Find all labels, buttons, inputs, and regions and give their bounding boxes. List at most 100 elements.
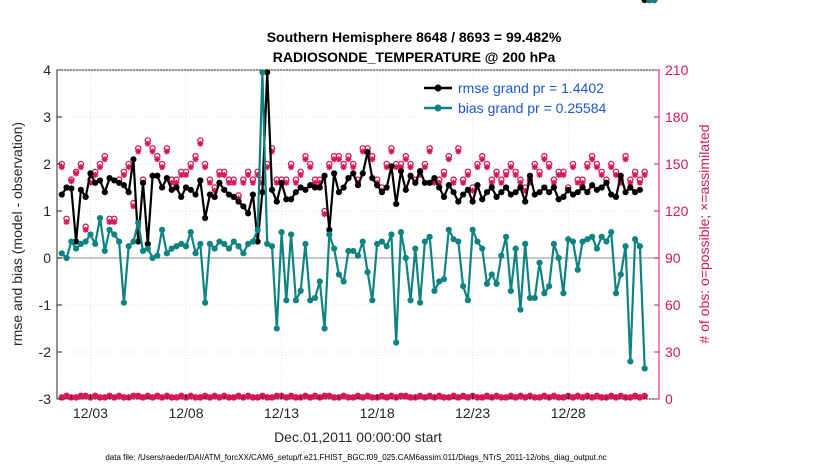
obs-assimilated-marker [503,171,510,178]
rmse-point [202,214,209,222]
bias-point [388,231,395,238]
obs-assimilated-marker [312,179,318,186]
obs-assimilated-marker [68,178,75,185]
bias-point [307,297,314,304]
bias-point [230,238,237,245]
obs-assimilated-marker [474,164,481,171]
rmse-point [612,193,620,200]
obs-assimilated-marker [359,148,366,155]
obs-assimilated-marker [426,148,433,155]
rmse-point [469,198,476,205]
obs-assimilated-marker [302,156,309,163]
obs-assimilated-marker [235,195,242,202]
rmse-point [135,238,142,245]
bias-point [288,231,295,238]
bias-point [632,236,639,243]
rmse-point [211,193,218,200]
bias-point [417,299,424,306]
rmse-point [182,184,190,191]
obs-assimilated-marker [316,179,323,186]
bias-point [144,245,151,252]
bias-point [273,325,280,332]
bias-point [460,283,467,290]
bias-point [440,276,448,283]
rmse-point [206,191,213,198]
bias-point [498,252,505,259]
rmse-point [321,172,328,179]
bias-point [159,226,166,233]
bias-point [641,365,648,372]
obs-assimilated-marker [493,392,500,399]
obs-assimilated-marker [641,392,648,399]
obs-assimilated-marker [120,171,127,178]
rmse-point [354,182,362,189]
obs-assimilated-marker [216,171,223,178]
legend-box [418,78,642,118]
rmse-point [555,196,562,203]
rmse-point [120,182,127,189]
bias-point [211,245,218,252]
bias-point [87,231,94,238]
bias-point [450,236,457,243]
bias-point [297,287,304,294]
bias-point [340,278,347,285]
rmse-point [569,191,577,198]
obs-assimilated-marker [488,179,495,186]
rmse-point [436,184,443,191]
obs-assimilated-marker [574,179,581,186]
obs-assimilated-marker [450,179,457,186]
bias-point [135,219,142,226]
obs-assimilated-marker [340,392,347,399]
obs-assimilated-marker [249,394,256,401]
obs-assimilated-marker [484,392,490,399]
obs-assimilated-marker [163,148,170,155]
bias-point [464,297,471,304]
obs-assimilated-marker [608,164,615,171]
rmse-point [331,170,338,177]
obs-assimilated-marker [202,164,209,171]
bias-point [168,245,175,252]
bias-point [125,243,132,250]
bias-point [354,252,362,259]
rmse-point [507,191,514,198]
obs-assimilated-marker [192,156,199,163]
y2-tick-label: 180 [665,109,689,125]
rmse-point [531,191,538,198]
obs-assimilated-marker [383,394,390,401]
obs-assimilated-marker [178,171,185,178]
rmse-point [278,179,285,186]
obs-assimilated-marker [527,179,533,186]
obs-assimilated-marker [641,171,648,178]
obs-assimilated-marker [512,394,519,401]
obs-assimilated-marker [335,156,342,163]
obs-assimilated-marker [178,392,185,399]
rmse-point [632,189,639,196]
rmse-point [225,191,233,198]
rmse-point [383,184,390,191]
obs-assimilated-marker [493,171,500,178]
rmse-point [345,175,352,182]
bias-point [149,254,156,262]
obs-assimilated-marker [364,392,371,399]
x-tick-label: 12/03 [73,405,108,421]
rmse-point [460,191,467,198]
obs-assimilated-marker [522,187,529,194]
rmse-point [364,149,371,156]
obs-assimilated-marker [221,392,228,399]
rmse-point [302,186,309,193]
obs-assimilated-marker [507,164,514,171]
y-tick-label: 0 [43,250,51,266]
y2-tick-label: 60 [665,297,681,313]
obs-assimilated-marker [613,394,619,401]
rmse-point [598,184,605,191]
obs-assimilated-marker [479,394,486,401]
bias-point [421,238,428,245]
obs-assimilated-marker [450,392,457,399]
obs-assimilated-marker [503,394,510,401]
rmse-point [87,170,94,177]
obs-assimilated-marker [206,394,213,401]
obs-assimilated-marker [307,394,314,401]
bias-point [569,238,577,245]
rmse-point [77,186,84,193]
obs-assimilated-marker [369,394,376,401]
